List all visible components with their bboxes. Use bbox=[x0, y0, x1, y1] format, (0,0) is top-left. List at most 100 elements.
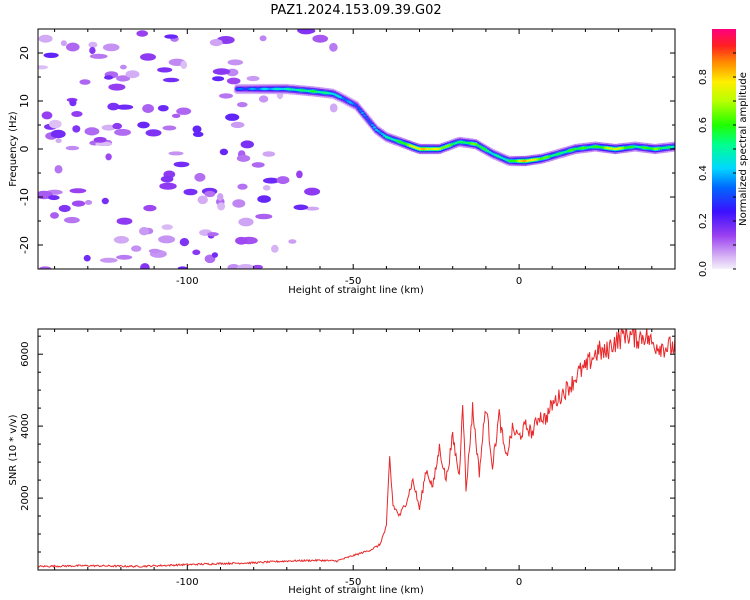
noise-blob bbox=[41, 111, 53, 120]
colorbar-tick-label: 0.4 bbox=[698, 165, 709, 181]
noise-blob bbox=[131, 245, 142, 252]
noise-blob bbox=[104, 75, 114, 80]
snr-x-label: Height of straight line (km) bbox=[288, 585, 424, 596]
colorbar-tick-label: 0.6 bbox=[698, 117, 709, 133]
noise-blob bbox=[148, 248, 161, 254]
noise-blob bbox=[207, 232, 219, 237]
figure-title: PAZ1.2024.153.09.39.G02 bbox=[270, 3, 441, 18]
noise-blob bbox=[263, 177, 280, 184]
noise-blob bbox=[255, 213, 273, 220]
noise-blob bbox=[227, 59, 244, 66]
noise-blob bbox=[142, 104, 155, 113]
noise-blob bbox=[43, 52, 59, 58]
noise-blob bbox=[192, 131, 204, 137]
noise-blob bbox=[108, 83, 126, 91]
noise-blob bbox=[238, 217, 254, 227]
ridge-cell bbox=[370, 123, 374, 127]
noise-blob bbox=[157, 105, 169, 112]
colorbar-bar bbox=[712, 29, 736, 269]
ridge-cell bbox=[363, 114, 366, 117]
spectrogram-y-label: Frequency (Hz) bbox=[8, 111, 19, 187]
colorbar-tick-label: 0.2 bbox=[698, 213, 709, 229]
colorbar-label: Normalized spectral amplitude bbox=[738, 72, 749, 226]
noise-blob bbox=[192, 125, 202, 134]
noise-blob bbox=[257, 195, 271, 203]
noise-blob bbox=[237, 102, 248, 108]
noise-blob bbox=[209, 39, 223, 47]
spectrogram-y-tick-label: -10 bbox=[18, 188, 31, 206]
noise-blob bbox=[114, 128, 131, 136]
noise-blob bbox=[211, 252, 218, 258]
noise-blob bbox=[194, 172, 206, 182]
noise-blob bbox=[212, 68, 231, 75]
spectrogram-y-tick-label: -20 bbox=[18, 236, 31, 254]
ridge-cell bbox=[380, 132, 384, 136]
snr-ticks: -100 -50 0 2000 4000 6000 bbox=[20, 329, 675, 588]
noise-blob bbox=[48, 195, 60, 201]
noise-blob bbox=[66, 42, 80, 52]
snr-y-tick-label: 2000 bbox=[20, 485, 31, 510]
noise-blob bbox=[84, 127, 100, 136]
spectrogram-x-label: Height of straight line (km) bbox=[288, 285, 424, 296]
noise-blob bbox=[39, 266, 52, 269]
noise-blob bbox=[258, 95, 269, 103]
noise-blob bbox=[140, 53, 156, 61]
noise-blob bbox=[137, 121, 150, 129]
noise-blob bbox=[296, 170, 303, 179]
noise-blob bbox=[179, 238, 190, 247]
noise-blob bbox=[88, 41, 98, 48]
spectrogram-x-tick-label: -50 bbox=[345, 276, 361, 287]
noise-blob bbox=[157, 67, 173, 73]
noise-blob bbox=[171, 113, 181, 118]
noise-blob bbox=[136, 30, 148, 37]
noise-blob bbox=[176, 107, 192, 115]
noise-blob bbox=[54, 165, 63, 174]
ridge-cell bbox=[365, 116, 368, 120]
noise-blob bbox=[227, 264, 240, 269]
noise-blob bbox=[183, 188, 198, 196]
noise-blob bbox=[116, 217, 133, 225]
noise-blob bbox=[217, 193, 224, 201]
noise-blob bbox=[112, 122, 122, 130]
noise-blob bbox=[49, 119, 62, 129]
ridge-cell bbox=[366, 119, 370, 122]
noise-blob bbox=[160, 175, 174, 183]
colorbar-ticks: 0.0 0.2 0.4 0.6 0.8 bbox=[698, 52, 736, 277]
spectrogram-y-tick-label: 20 bbox=[18, 46, 31, 60]
noise-blob bbox=[58, 204, 71, 213]
noise-blob bbox=[230, 121, 245, 129]
noise-blob bbox=[236, 264, 255, 269]
noise-blob bbox=[69, 188, 87, 194]
noise-blob bbox=[173, 161, 190, 168]
snr-frame bbox=[37, 328, 676, 571]
colorbar: 0.0 0.2 0.4 0.6 0.8 Normalized spectral ampl… bbox=[698, 29, 749, 277]
noise-blob bbox=[101, 197, 109, 205]
colorbar-tick-label: 0.0 bbox=[698, 261, 709, 277]
noise-blob bbox=[50, 129, 66, 139]
noise-blob bbox=[240, 140, 254, 149]
noise-blob bbox=[38, 65, 48, 70]
noise-blob bbox=[168, 151, 184, 156]
noise-blob bbox=[252, 264, 263, 269]
noise-blob bbox=[38, 34, 53, 43]
colorbar-tick-label: 0.8 bbox=[698, 69, 709, 85]
noise-blob bbox=[236, 154, 251, 162]
noise-blob bbox=[100, 257, 118, 263]
noise-blob bbox=[225, 113, 240, 121]
ridge-cell bbox=[361, 111, 364, 115]
noise-blob bbox=[93, 136, 107, 143]
noise-blob bbox=[293, 204, 309, 211]
spectrogram-x-tick-label: 0 bbox=[516, 276, 522, 287]
noise-blob bbox=[116, 104, 134, 110]
noise-blob bbox=[116, 75, 131, 82]
noise-blob bbox=[197, 195, 208, 205]
noise-blob bbox=[262, 151, 276, 157]
noise-blob bbox=[113, 236, 129, 244]
noise-blob bbox=[158, 235, 176, 244]
noise-blob bbox=[164, 34, 178, 39]
noise-blob bbox=[116, 254, 133, 260]
noise-blob bbox=[69, 99, 77, 107]
